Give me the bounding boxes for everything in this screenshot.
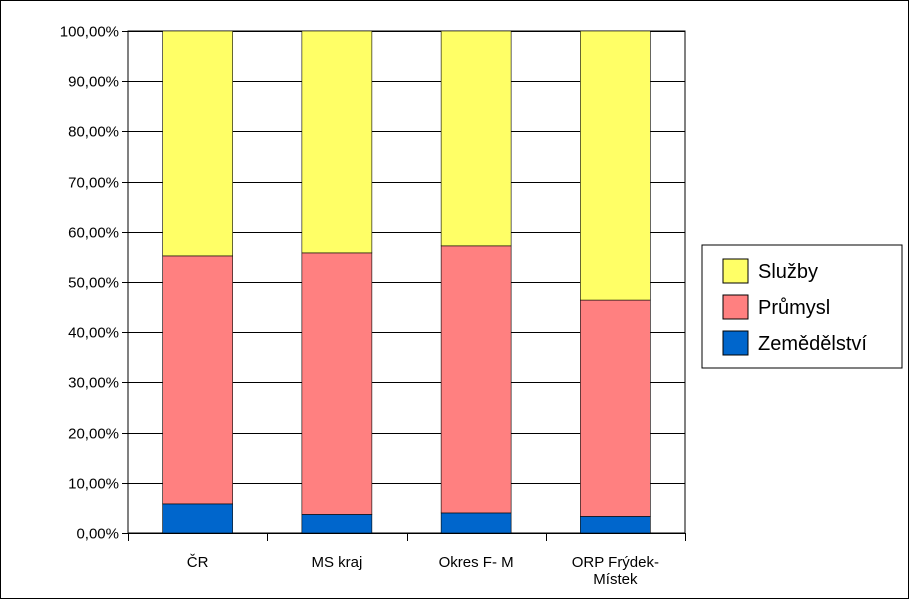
- legend: Služby Průmysl Zemědělství: [701, 244, 903, 369]
- axes: 0,00% 10,00% 20,00% 30,00% 40,00% 50,00% 60,00…: [60, 24, 686, 588]
- x-category-label: MS kraj: [311, 554, 362, 571]
- y-tick-label: 40,00%: [68, 325, 119, 342]
- bar-segment: [580, 30, 651, 301]
- bar-segment: [580, 299, 651, 517]
- y-tick-label: 80,00%: [68, 124, 119, 141]
- bar-segment: [301, 30, 373, 254]
- x-category-label: ČR: [187, 554, 209, 571]
- y-tick-label: 90,00%: [68, 74, 119, 91]
- y-tick-label: 70,00%: [68, 175, 119, 192]
- bar-segment: [440, 245, 512, 514]
- legend-swatch: [722, 294, 749, 320]
- x-category-label: ORP Frýdek-Místek: [572, 554, 659, 588]
- bar-segment: [301, 514, 373, 534]
- y-tick-label: 20,00%: [68, 426, 119, 443]
- bar-segment: [580, 516, 651, 534]
- legend-swatch: [722, 258, 749, 284]
- x-category-label: Okres F- M: [439, 554, 514, 571]
- legend-label: Služby: [758, 261, 818, 283]
- bar-segment: [162, 255, 233, 505]
- bar-segment: [162, 30, 233, 257]
- y-tick-label: 60,00%: [68, 225, 119, 242]
- y-tick-label: 100,00%: [60, 24, 119, 41]
- y-tick-label: 30,00%: [68, 375, 119, 392]
- legend-label: Průmysl: [758, 297, 830, 319]
- bar-segment: [440, 512, 512, 534]
- legend-swatch: [722, 330, 749, 356]
- y-tick-label: 50,00%: [68, 275, 119, 292]
- bar-segment: [301, 252, 373, 515]
- y-tick-label: 0,00%: [76, 526, 119, 543]
- bars: [162, 30, 651, 534]
- legend-label: Zemědělství: [758, 333, 867, 355]
- y-tick-label: 10,00%: [68, 476, 119, 493]
- bar-segment: [440, 30, 512, 247]
- bar-segment: [162, 503, 233, 534]
